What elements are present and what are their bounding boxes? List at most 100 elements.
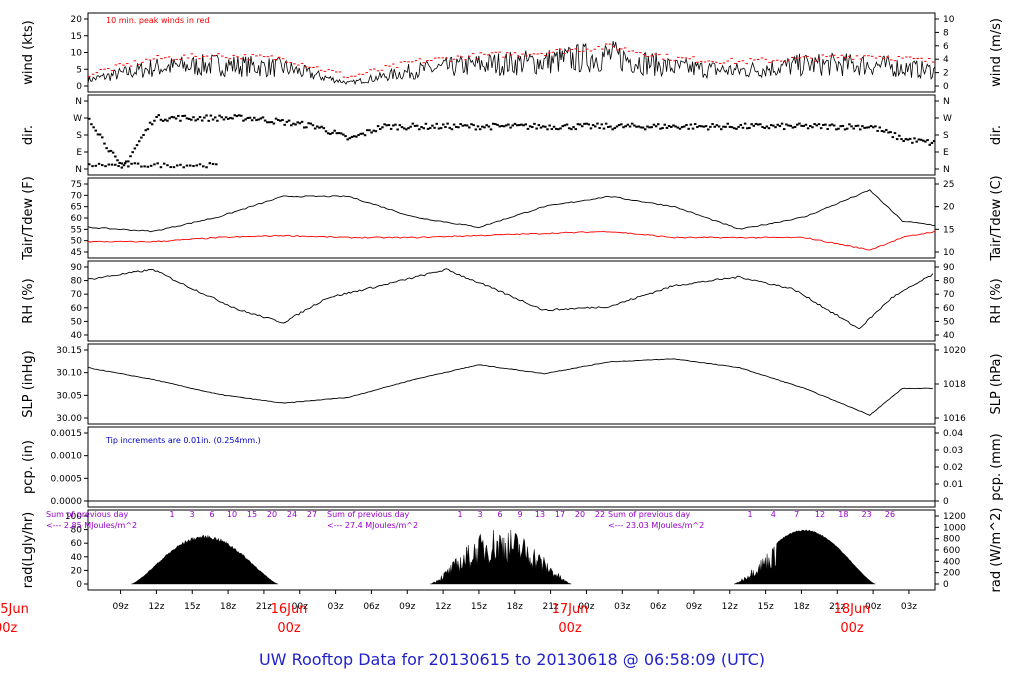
tick-label-left: 0 xyxy=(76,82,82,92)
dir-point xyxy=(257,118,260,121)
dir-point xyxy=(481,125,484,128)
tick-label-right: 0 xyxy=(943,580,949,590)
dir-point xyxy=(337,132,341,135)
dir-point xyxy=(650,126,653,129)
dir-point xyxy=(211,118,215,121)
dir-point xyxy=(570,128,573,131)
day-hour: 00z xyxy=(840,621,864,636)
dir-point xyxy=(661,127,664,130)
panel-slp: SLP (inHg) SLP (hPa) 30.00 30.05 30.10 30.15 1… xyxy=(21,343,1004,425)
dir-point xyxy=(226,117,230,120)
ylabel-left: RH (%) xyxy=(21,278,36,323)
tick-label-left: 20 xyxy=(71,15,83,25)
dir-point xyxy=(602,127,606,130)
dir-point xyxy=(809,124,812,127)
time-tick-label: 18z xyxy=(793,602,809,612)
dir-point xyxy=(383,123,386,126)
dir-point xyxy=(187,117,191,120)
tick-label-left: N xyxy=(75,165,82,175)
dir-point xyxy=(169,166,172,169)
dir-point xyxy=(433,126,436,129)
dir-point xyxy=(752,124,756,127)
dir-point xyxy=(97,162,101,165)
dir-point xyxy=(181,115,184,118)
tick-label-left: 90 xyxy=(71,263,83,273)
tick-label-right: 0.04 xyxy=(943,429,963,439)
dir-point xyxy=(878,126,882,129)
tick-label-left: 30.15 xyxy=(56,346,82,356)
dir-point xyxy=(179,163,182,166)
dir-point xyxy=(172,166,176,169)
dir-point xyxy=(659,127,662,130)
dir-point xyxy=(743,122,747,125)
tick-label-left: 60 xyxy=(71,539,83,549)
dir-point xyxy=(787,124,790,127)
dir-point xyxy=(741,126,745,129)
dir-point xyxy=(748,126,751,129)
daily-total-value: <--- 23.03 MJoules/m^2 xyxy=(608,521,704,530)
tick-label-right: 0.02 xyxy=(943,463,963,473)
tick-label-left: 60 xyxy=(71,214,83,224)
dir-point xyxy=(889,131,892,134)
tick-label-right: 1000 xyxy=(943,523,966,533)
tick-label-right: 400 xyxy=(943,557,960,567)
dir-point xyxy=(446,122,449,125)
dir-point xyxy=(389,127,393,130)
tick-label-right: 0.01 xyxy=(943,480,963,490)
tick-label-left: 30.10 xyxy=(56,369,82,379)
dir-point xyxy=(698,124,701,127)
panel-frame xyxy=(87,12,936,93)
dir-point xyxy=(88,163,91,166)
dir-point xyxy=(170,115,174,118)
dir-point xyxy=(891,136,895,139)
tick-label-left: 0.0005 xyxy=(51,474,83,484)
dir-point xyxy=(279,119,282,122)
tick-label-right: 8 xyxy=(943,28,949,38)
dir-point xyxy=(461,124,465,127)
dir-point xyxy=(724,125,727,128)
dir-point xyxy=(385,124,389,127)
tick-label-left: 70 xyxy=(71,290,83,300)
dir-point xyxy=(224,116,228,119)
tick-label-right: 4 xyxy=(943,55,949,65)
tick-label-left: 30.05 xyxy=(56,391,82,401)
dir-point xyxy=(622,126,625,129)
dir-point xyxy=(162,162,166,165)
tick-label-right: 20 xyxy=(943,203,955,213)
dir-point xyxy=(845,127,849,130)
dir-point xyxy=(396,128,399,131)
dir-point xyxy=(754,122,758,125)
dir-point xyxy=(848,123,851,126)
dir-point xyxy=(852,127,855,130)
day-date: 15Jun xyxy=(0,602,29,617)
dir-point xyxy=(515,124,519,127)
dir-point xyxy=(359,132,362,135)
dir-point xyxy=(114,163,117,166)
dir-point xyxy=(908,137,912,140)
dir-point xyxy=(919,138,923,141)
dir-point xyxy=(350,135,354,138)
time-tick-label: 00z xyxy=(578,602,594,612)
dir-point xyxy=(531,126,534,129)
tick-label-left: E xyxy=(76,148,82,158)
dir-point xyxy=(207,119,210,122)
dir-point xyxy=(774,126,777,129)
dir-point xyxy=(646,125,649,128)
dir-point xyxy=(363,134,367,137)
dir-point xyxy=(474,128,478,131)
dir-point xyxy=(149,164,153,167)
dir-point xyxy=(348,137,352,140)
dir-point xyxy=(544,125,547,128)
dir-point xyxy=(667,125,671,128)
dir-point xyxy=(637,125,640,128)
dir-point xyxy=(195,164,199,167)
dir-point xyxy=(333,129,336,132)
dir-point xyxy=(824,123,827,126)
dir-point xyxy=(392,124,395,127)
tick-label-right: 40 xyxy=(943,331,955,341)
dir-point xyxy=(483,126,486,129)
tick-label-left: 0.0015 xyxy=(51,429,83,439)
dir-point xyxy=(537,124,541,127)
day-date: 16Jun xyxy=(271,602,308,617)
dir-point xyxy=(609,125,612,128)
